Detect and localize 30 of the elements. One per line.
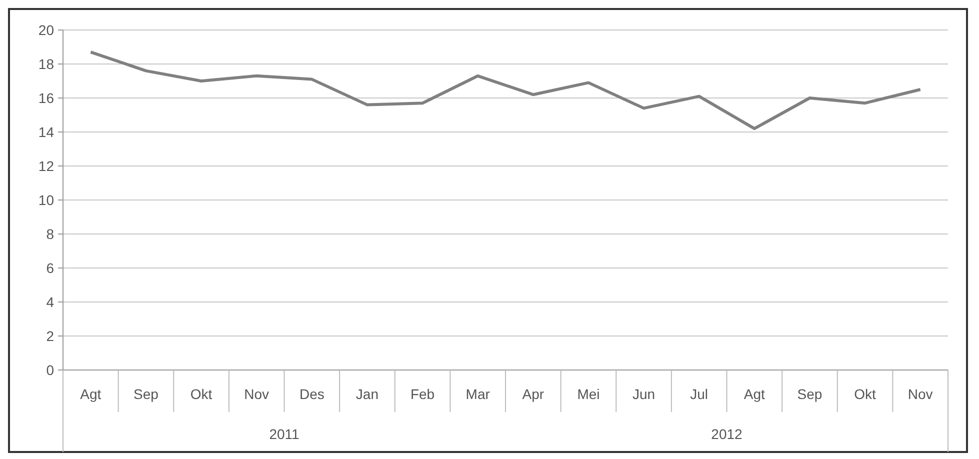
x-tick-label: Okt [854, 386, 876, 402]
x-tick-label: Nov [908, 386, 933, 402]
x-tick-label: Apr [522, 386, 544, 402]
x-tick-label: Sep [797, 386, 822, 402]
x-tick-label: Jan [356, 386, 379, 402]
y-tick-label: 8 [46, 226, 54, 242]
y-tick-label: 4 [46, 294, 54, 310]
y-tick-label: 0 [46, 362, 54, 378]
x-tick-label: Des [299, 386, 324, 402]
y-tick-label: 2 [46, 328, 54, 344]
x-tick-label: Okt [190, 386, 212, 402]
x-tick-label: Nov [244, 386, 270, 402]
y-tick-label: 16 [38, 90, 54, 106]
x-tick-label: Agt [80, 386, 102, 402]
x-tick-label: Sep [134, 386, 159, 402]
y-tick-label: 18 [38, 56, 54, 72]
text: 2012 [711, 426, 743, 442]
y-tick-label: 10 [38, 192, 54, 208]
x-tick-label: Jul [690, 386, 708, 402]
x-tick-label: Agt [744, 386, 766, 402]
x-tick-label: Jun [632, 386, 656, 402]
x-tick-label: Mei [577, 386, 600, 402]
x-tick-label: Feb [410, 386, 435, 402]
text: 2011 [269, 426, 300, 442]
y-tick-label: 14 [38, 124, 54, 140]
y-tick-label: 12 [38, 158, 54, 174]
y-tick-label: 20 [38, 22, 54, 38]
x-tick-label: Mar [466, 386, 490, 402]
line-series [89, 50, 922, 130]
y-tick-label: 6 [46, 260, 54, 276]
